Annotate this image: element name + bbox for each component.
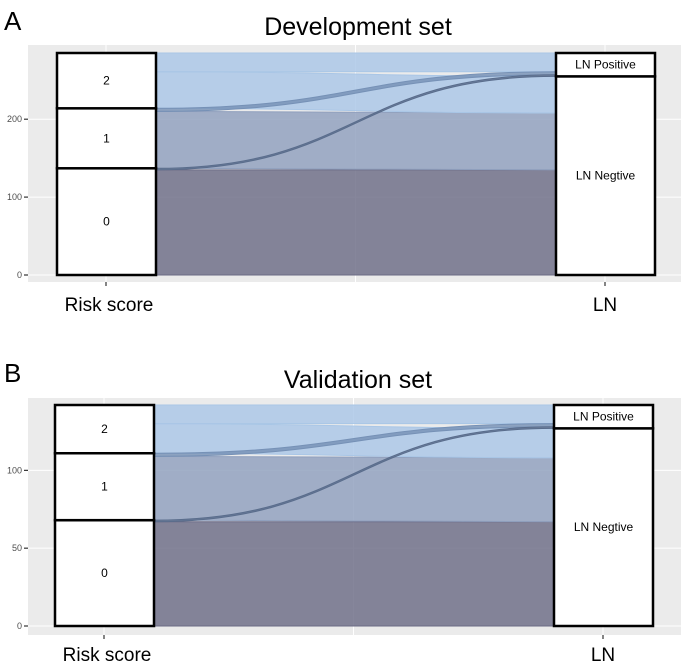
stratum-label: LN Positive xyxy=(573,410,634,424)
y-tick-label: 50 xyxy=(12,543,22,553)
stratum-box-1 xyxy=(53,451,156,522)
flow-2-to-ln-positive xyxy=(153,404,555,425)
stratum-label: 0 xyxy=(101,566,108,580)
stratum-box-1 xyxy=(55,107,158,170)
stratum-box-ln-negtive xyxy=(552,427,655,628)
stratum-label: 2 xyxy=(101,422,108,436)
chart-title: Development set xyxy=(264,13,452,41)
flow-0-to-ln-negtive xyxy=(153,521,555,627)
stratum-box-0 xyxy=(53,518,156,628)
stratum-label: 0 xyxy=(103,215,110,229)
x-axis-label-risk-score: Risk score xyxy=(63,645,152,662)
stratum-box-ln-positive xyxy=(554,51,657,78)
panel-letter: A xyxy=(4,6,22,36)
y-tick-label: 100 xyxy=(7,192,22,202)
panel-a: A Development set 0 100 200 0 1 2 LN Negtive LN P… xyxy=(4,6,681,316)
y-tick-label: 0 xyxy=(17,270,22,280)
chart-title: Validation set xyxy=(284,366,432,394)
stratum-label: 1 xyxy=(103,131,110,145)
flow-1-to-ln-negtive xyxy=(153,455,555,523)
y-tick-label: 200 xyxy=(7,114,22,124)
stratum-box-2 xyxy=(53,403,156,455)
stratum-box-ln-positive xyxy=(552,403,655,430)
flow-1-to-ln-negtive xyxy=(155,110,557,171)
stratum-label: 2 xyxy=(103,74,110,88)
panel-b: B Validation set 0 50 100 0 1 2 LN Negtive LN Pos… xyxy=(4,358,681,662)
panel-letter: B xyxy=(4,358,21,388)
y-tick-label: 0 xyxy=(17,621,22,631)
stratum-label: LN Negtive xyxy=(574,520,634,534)
stratum-box-0 xyxy=(55,167,158,277)
x-axis-label-ln: LN xyxy=(591,645,615,662)
stratum-box-2 xyxy=(55,51,158,110)
flow-2-to-ln-positive xyxy=(155,52,557,73)
x-axis-label-ln: LN xyxy=(593,295,617,316)
stratum-label: LN Positive xyxy=(575,58,636,72)
stratum-label: LN Negtive xyxy=(576,169,636,183)
stratum-label: 1 xyxy=(101,480,108,494)
y-tick-label: 100 xyxy=(7,465,22,475)
x-axis-label-risk-score: Risk score xyxy=(65,295,154,316)
stratum-box-ln-negtive xyxy=(554,75,657,277)
flow-0-to-ln-negtive xyxy=(155,169,557,276)
